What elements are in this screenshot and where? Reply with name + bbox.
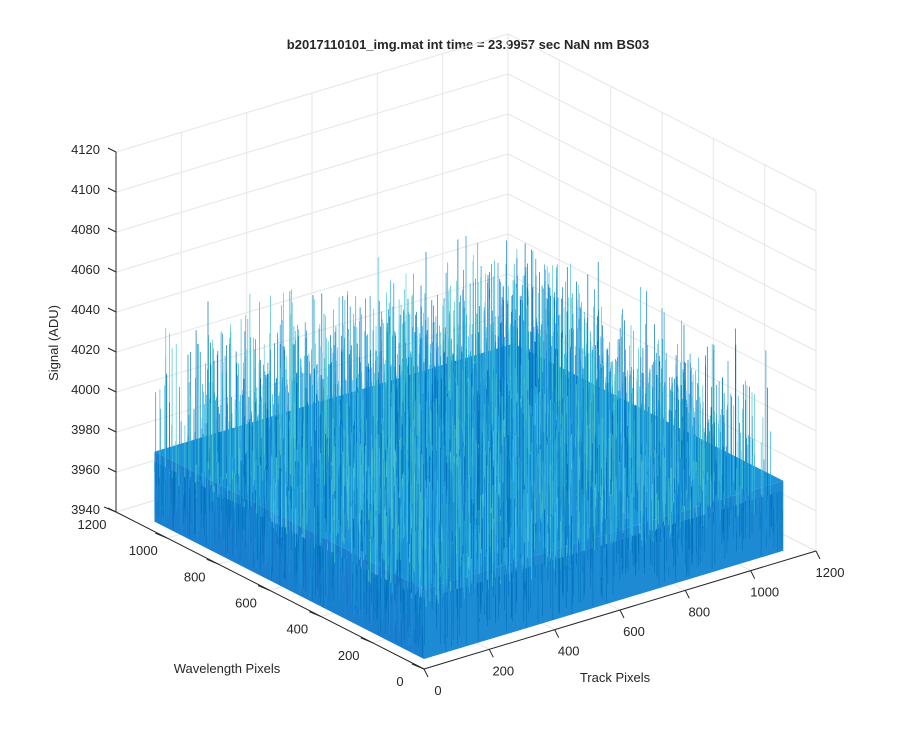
x-tick-mark (815, 550, 821, 560)
x-tick-mark (488, 649, 494, 658)
y-tick-label: 800 (184, 569, 206, 584)
z-tick-mark (107, 227, 117, 233)
y-tick-label: 1200 (78, 517, 107, 532)
axes (103, 147, 821, 678)
x-tick-label: 800 (688, 604, 710, 619)
z-tick-label: 4100 (71, 182, 100, 197)
z-tick-label: 4060 (71, 262, 100, 277)
grid-line (115, 33, 509, 153)
z-tick-label: 3960 (71, 462, 100, 477)
grid-line (507, 73, 817, 232)
z-axis-label: Signal (ADU) (46, 305, 61, 381)
x-tick-label: 1200 (816, 565, 845, 580)
y-tick-mark (206, 558, 219, 565)
z-tick-mark (107, 307, 117, 313)
y-tick-label: 200 (338, 648, 360, 663)
y-tick-mark (309, 611, 322, 618)
y-tick-label: 400 (286, 622, 308, 637)
z-tick-label: 3940 (71, 502, 100, 517)
z-tick-mark (107, 347, 117, 353)
x-tick-mark (554, 629, 560, 638)
z-tick-mark (107, 147, 117, 153)
chart-title: b2017110101_img.mat int time = 23.9957 s… (287, 37, 649, 52)
x-tick-label: 200 (492, 663, 514, 678)
grid-line (115, 113, 509, 233)
grid-line (115, 193, 509, 313)
y-axis-label: Wavelength Pixels (174, 661, 281, 676)
z-tick-mark (107, 387, 117, 393)
z-tick-label: 4120 (71, 142, 100, 157)
tick-labels: 0 200 400 600 800 1000 1200 0 200 400 600 800 1000 12… (71, 142, 844, 698)
z-tick-label: 3980 (71, 422, 100, 437)
z-tick-mark (107, 467, 117, 473)
y-tick-label: 0 (396, 674, 403, 689)
grid-line (115, 233, 509, 353)
y-tick-mark (411, 663, 425, 670)
z-tick-label: 4000 (71, 382, 100, 397)
z-tick-mark (107, 507, 117, 513)
x-tick-mark (423, 668, 429, 678)
z-tick-label: 4020 (71, 342, 100, 357)
y-tick-mark (155, 532, 168, 539)
grid-line (115, 273, 509, 393)
grid-line (507, 113, 817, 272)
y-tick-mark (257, 585, 271, 591)
grid-line (507, 153, 817, 312)
x-tick-label: 600 (623, 624, 645, 639)
z-tick-mark (107, 427, 117, 433)
surface (154, 236, 784, 659)
x-tick-label: 400 (558, 644, 580, 659)
z-tick-mark (107, 187, 117, 193)
y-tick-label: 600 (235, 596, 257, 611)
grid-line (115, 153, 509, 273)
grid-line (115, 73, 509, 193)
grid-line (507, 193, 817, 352)
y-tick-label: 1000 (129, 543, 158, 558)
x-tick-label: 1000 (750, 585, 779, 600)
x-tick-mark (684, 590, 690, 599)
z-tick-label: 4040 (71, 302, 100, 317)
grid-line (507, 33, 817, 192)
x-tick-label: 0 (434, 683, 441, 698)
z-tick-mark (107, 267, 117, 273)
y-tick-mark (360, 637, 373, 644)
x-tick-mark (619, 609, 625, 619)
z-tick-label: 4080 (71, 222, 100, 237)
x-axis-label: Track Pixels (580, 670, 651, 685)
x-tick-mark (750, 570, 756, 579)
